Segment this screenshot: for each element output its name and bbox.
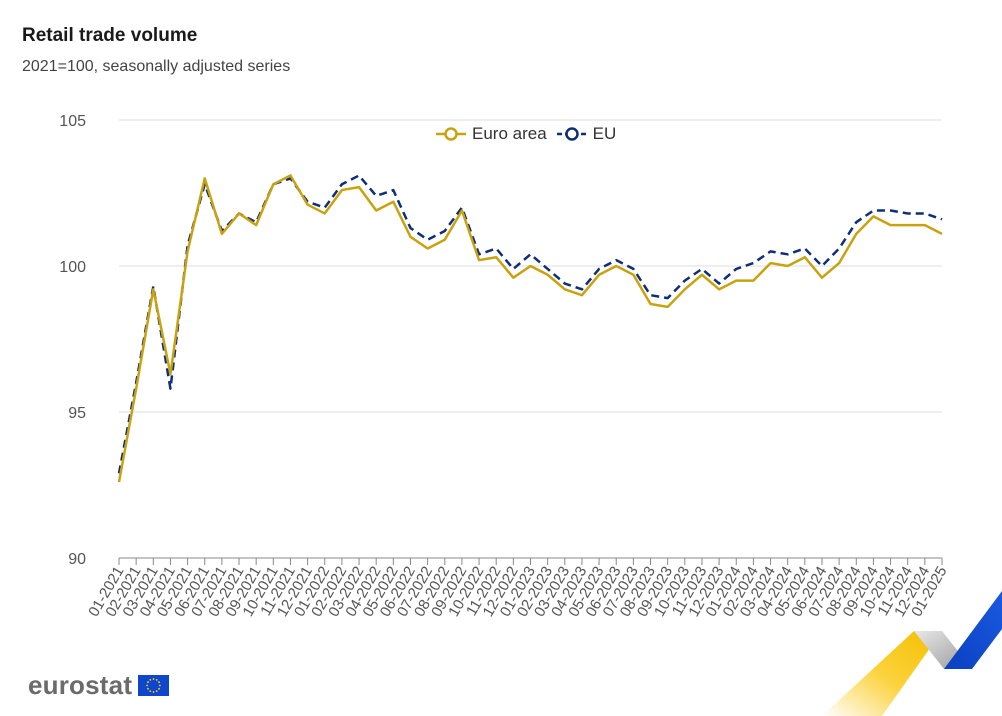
series-line-euro-area xyxy=(117,174,943,483)
legend-item-eu[interactable]: EU xyxy=(556,124,617,144)
y-tick-label: 95 xyxy=(68,405,86,422)
y-tick-label: 100 xyxy=(59,259,86,276)
legend-label-euro-area: Euro area xyxy=(472,124,547,143)
legend-marker-eu-icon xyxy=(556,127,587,141)
logo-text: eurostat xyxy=(28,670,133,700)
corner-decoration xyxy=(822,591,1002,716)
series-line-eu xyxy=(117,174,943,474)
eurostat-logo: eurostat xyxy=(28,670,170,701)
legend-item-euro-area[interactable]: Euro area xyxy=(436,124,547,144)
chart-title: Retail trade volume xyxy=(22,25,198,46)
y-tick-label: 90 xyxy=(68,551,86,568)
chart-subtitle: 2021=100, seasonally adjusted series xyxy=(22,58,291,75)
y-tick-label: 105 xyxy=(59,113,86,130)
legend: Euro area EU xyxy=(436,124,616,144)
legend-label-eu: EU xyxy=(592,124,617,143)
legend-marker-euro-area-icon xyxy=(436,127,466,141)
eu-flag-icon xyxy=(138,675,170,696)
